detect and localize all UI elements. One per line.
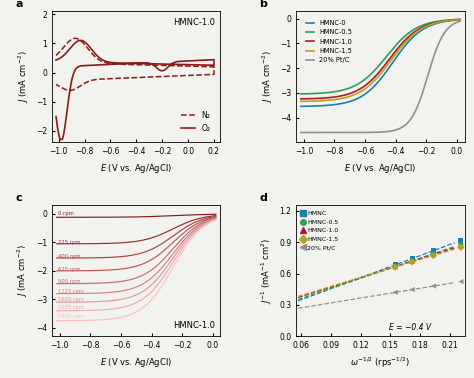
20% Pt/C (392, 128, 398, 132)
HMNC-0.5 (298, 91, 304, 96)
HMNC-0.5 (428, 20, 434, 25)
20% Pt/C (384, 129, 390, 134)
Point (392, 264, 399, 270)
Point (409, 259, 416, 265)
HMNC-0 (453, 18, 459, 22)
Legend: N₂, O₂: N₂, O₂ (178, 108, 213, 136)
20% Pt/C (457, 19, 463, 23)
Text: 2500 rpm: 2500 rpm (58, 314, 84, 319)
Text: 0 rpm: 0 rpm (58, 211, 74, 216)
Line: HMNC-0.5: HMNC-0.5 (301, 19, 460, 94)
20% Pt/C (298, 130, 304, 135)
Point (409, 258, 416, 264)
HMNC-1.5 (374, 76, 379, 81)
Text: 2025 rpm: 2025 rpm (58, 305, 84, 310)
Point (457, 241, 465, 247)
HMNC-0.5 (453, 17, 459, 22)
Y-axis label: $J$ (mA cm$^{-2}$): $J$ (mA cm$^{-2}$) (16, 245, 30, 297)
Legend: HMNC, HMNC-0.5, HMNC-1.0, HMNC-1.5, 20% Pt/C: HMNC, HMNC-0.5, HMNC-1.0, HMNC-1.5, 20% … (299, 208, 341, 253)
HMNC-1.0 (428, 22, 434, 26)
Point (430, 251, 438, 257)
HMNC-1.5 (374, 75, 380, 80)
20% Pt/C (374, 130, 380, 135)
Text: 1600 rpm: 1600 rpm (58, 297, 84, 302)
HMNC-1.0 (384, 60, 390, 65)
HMNC-0.5 (374, 66, 379, 71)
HMNC-1.0 (457, 17, 463, 22)
Point (430, 251, 438, 257)
Point (457, 243, 465, 249)
Point (392, 262, 399, 268)
HMNC-1.5 (298, 99, 304, 104)
HMNC-0.5 (374, 65, 380, 70)
Text: HMNC-1.0: HMNC-1.0 (173, 321, 215, 330)
20% Pt/C (453, 20, 459, 25)
X-axis label: $E$ (V vs. Ag/AgCl): $E$ (V vs. Ag/AgCl) (100, 356, 172, 369)
Y-axis label: $J$ (mA cm$^{-2}$): $J$ (mA cm$^{-2}$) (16, 51, 31, 103)
HMNC-0 (298, 104, 304, 108)
Text: 400 rpm: 400 rpm (58, 254, 81, 259)
Y-axis label: $J^{-1}$ (mA$^{-1}$ cm$^{2}$): $J^{-1}$ (mA$^{-1}$ cm$^{2}$) (259, 238, 273, 304)
HMNC-0 (384, 68, 390, 73)
Text: HMNC-1.0: HMNC-1.0 (173, 18, 215, 27)
Text: c: c (15, 194, 22, 203)
Point (430, 253, 438, 259)
Point (392, 263, 399, 270)
Point (392, 289, 399, 295)
HMNC-0.5 (384, 54, 390, 58)
HMNC-1.5 (384, 64, 390, 68)
HMNC-1.0 (374, 72, 380, 76)
Y-axis label: $J$ (mA cm$^{-2}$): $J$ (mA cm$^{-2}$) (260, 51, 274, 103)
Text: a: a (15, 0, 23, 9)
Point (392, 264, 399, 270)
Text: 900 rpm: 900 rpm (58, 279, 81, 284)
HMNC-1.0 (453, 17, 459, 22)
Point (457, 244, 465, 250)
HMNC-1.5 (428, 22, 434, 26)
Text: 225 rpm: 225 rpm (58, 240, 81, 245)
Point (409, 258, 416, 264)
HMNC-1.0 (298, 97, 304, 101)
HMNC-0 (374, 82, 379, 86)
Text: b: b (259, 0, 267, 9)
HMNC-0 (392, 56, 398, 61)
Point (409, 287, 416, 293)
X-axis label: $E$ (V vs. Ag/AgCl): $E$ (V vs. Ag/AgCl) (100, 162, 172, 175)
Line: HMNC-0: HMNC-0 (301, 20, 460, 106)
Legend: HMNC-0, HMNC-0.5, HMNC-1.0, HMNC-1.5, 20% Pt/C: HMNC-0, HMNC-0.5, HMNC-1.0, HMNC-1.5, 20… (303, 17, 355, 66)
HMNC-1.5 (392, 52, 398, 56)
HMNC-1.5 (457, 17, 463, 22)
Point (430, 248, 438, 254)
Point (457, 237, 465, 243)
Point (430, 283, 438, 289)
Line: 20% Pt/C: 20% Pt/C (301, 21, 460, 133)
Text: d: d (259, 194, 267, 203)
HMNC-0 (428, 23, 434, 28)
Point (457, 279, 465, 285)
HMNC-0 (374, 81, 380, 85)
HMNC-0.5 (392, 43, 398, 48)
HMNC-1.5 (453, 18, 459, 22)
Point (409, 256, 416, 262)
20% Pt/C (428, 62, 434, 67)
Line: HMNC-1.0: HMNC-1.0 (301, 20, 460, 99)
20% Pt/C (374, 130, 379, 135)
Line: HMNC-1.5: HMNC-1.5 (301, 20, 460, 101)
Text: 625 rpm: 625 rpm (58, 267, 81, 272)
X-axis label: $\omega^{-1/2}$ (rps$^{-1/2}$): $\omega^{-1/2}$ (rps$^{-1/2}$) (350, 356, 410, 370)
HMNC-0.5 (457, 17, 463, 22)
Text: 1225 rpm: 1225 rpm (58, 289, 84, 294)
HMNC-1.0 (392, 49, 398, 53)
HMNC-1.0 (374, 73, 379, 77)
Text: E = −0.4 V: E = −0.4 V (389, 323, 431, 332)
X-axis label: $E$ (V vs. Ag/AgCl): $E$ (V vs. Ag/AgCl) (345, 162, 416, 175)
HMNC-0 (457, 17, 463, 22)
